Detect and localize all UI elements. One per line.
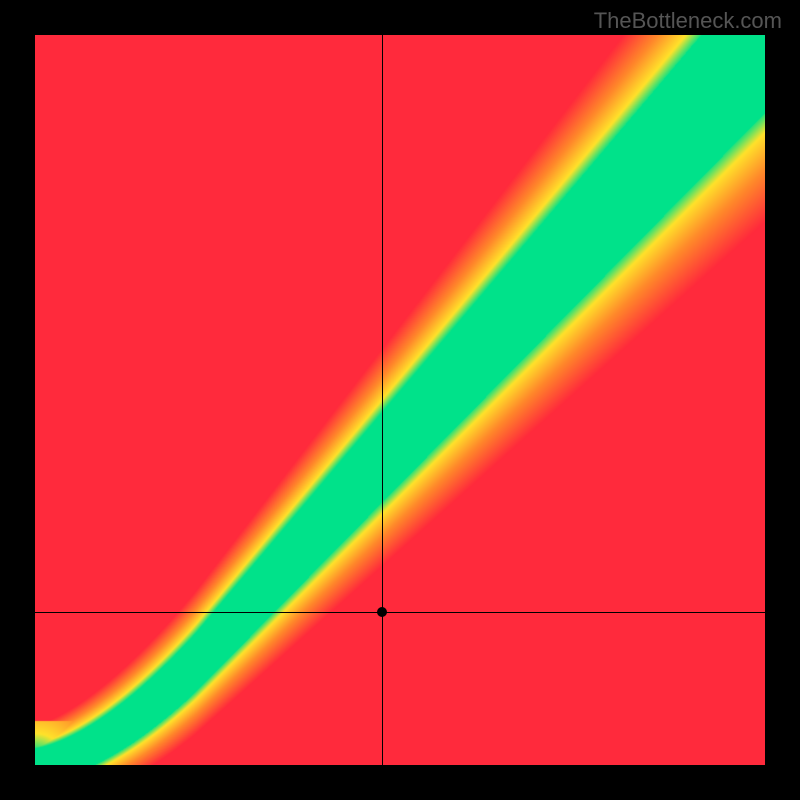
watermark-text: TheBottleneck.com [594, 8, 782, 34]
plot-area [35, 35, 765, 765]
crosshair-horizontal [35, 612, 765, 613]
crosshair-marker [377, 607, 387, 617]
crosshair-vertical [382, 35, 383, 765]
heatmap-canvas [35, 35, 765, 765]
